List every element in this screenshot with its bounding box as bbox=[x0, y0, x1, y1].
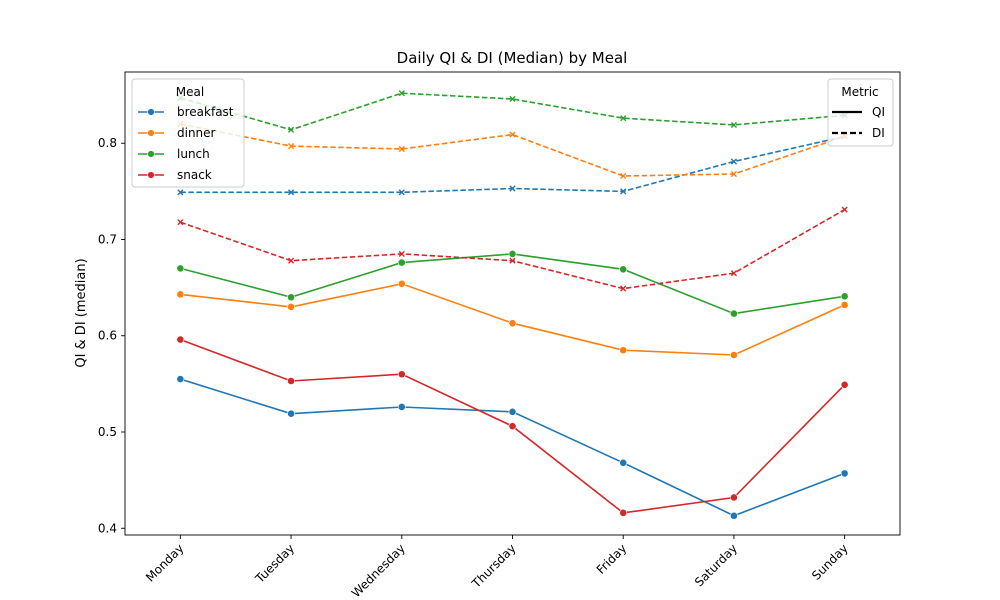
snack-qi-point bbox=[287, 377, 295, 385]
dinner-qi-point bbox=[508, 319, 517, 328]
snack-qi-point bbox=[619, 508, 628, 517]
legend-metric-label-qi: QI bbox=[872, 105, 885, 119]
lunch-qi-point bbox=[176, 264, 185, 273]
dinner-di-point bbox=[620, 172, 627, 180]
lunch-di-point bbox=[287, 126, 295, 133]
breakfast-qi-point bbox=[176, 375, 185, 383]
legend-label-lunch: lunch bbox=[177, 147, 210, 161]
dinner-qi-point bbox=[176, 290, 185, 299]
legend-meal: Meal breakfast dinner lunch snack bbox=[131, 78, 245, 188]
breakfast-di-point bbox=[620, 188, 627, 195]
y-tick-label: 0.7 bbox=[98, 232, 117, 246]
dinner-di-point bbox=[287, 143, 295, 150]
snack-qi-point bbox=[508, 422, 517, 431]
snack-di-point bbox=[398, 250, 405, 258]
snack-di-point bbox=[620, 285, 627, 292]
y-tick-label: 0.5 bbox=[98, 425, 117, 439]
legend-label-snack: snack bbox=[177, 168, 212, 182]
legend-marker-snack bbox=[147, 171, 155, 179]
lunch-qi-point bbox=[619, 265, 628, 274]
lunch-di-point bbox=[398, 90, 405, 97]
lunch-qi-point bbox=[840, 292, 849, 301]
snack-di-point bbox=[509, 257, 516, 264]
series-breakfast bbox=[176, 133, 849, 520]
dinner-di-point bbox=[398, 145, 405, 153]
legend-meal-title: Meal bbox=[176, 85, 204, 99]
breakfast-qi-point bbox=[397, 403, 406, 411]
lunch-di-point bbox=[730, 121, 738, 129]
breakfast-di-point bbox=[509, 185, 516, 192]
legend-marker-dinner bbox=[147, 129, 155, 137]
chart-title: Daily QI & DI (Median) by Meal bbox=[397, 49, 628, 67]
breakfast-qi-point bbox=[730, 511, 738, 520]
dinner-qi-point bbox=[397, 279, 406, 288]
legend-meal-box bbox=[131, 78, 245, 188]
legend-label-breakfast: breakfast bbox=[177, 105, 234, 119]
lunch-qi-point bbox=[730, 309, 738, 318]
breakfast-di-point bbox=[287, 189, 295, 196]
lunch-qi-point bbox=[397, 258, 406, 267]
y-tick-label: 0.6 bbox=[98, 329, 117, 343]
y-axis-label: QI & DI (median) bbox=[74, 258, 89, 367]
snack-qi-point bbox=[397, 370, 406, 379]
series-dinner bbox=[176, 120, 849, 359]
dinner-qi-point bbox=[619, 346, 628, 355]
lunch-di-point bbox=[620, 115, 627, 122]
snack-di-point bbox=[841, 206, 848, 213]
legend-metric-title: Metric bbox=[841, 85, 878, 99]
dinner-qi-point bbox=[287, 302, 295, 311]
breakfast-di-point bbox=[177, 189, 184, 196]
dinner-di-point bbox=[730, 170, 738, 178]
lunch-qi-point bbox=[508, 250, 517, 258]
legends: Meal breakfast dinner lunch snack Metric QI DI bbox=[131, 78, 894, 188]
legend-marker-breakfast bbox=[147, 108, 155, 116]
snack-di-point bbox=[730, 270, 738, 277]
legend-metric: Metric QI DI bbox=[827, 78, 894, 147]
lunch-di-point bbox=[509, 95, 516, 103]
y-tick-label: 0.4 bbox=[98, 521, 117, 535]
snack-qi-point bbox=[840, 380, 849, 389]
y-tick-label: 0.8 bbox=[98, 136, 117, 150]
breakfast-qi-point bbox=[619, 458, 628, 467]
legend-marker-lunch bbox=[147, 150, 155, 158]
legend-label-dinner: dinner bbox=[177, 126, 216, 140]
breakfast-qi-point bbox=[840, 469, 849, 478]
snack-qi-point bbox=[730, 493, 738, 502]
breakfast-qi-point bbox=[287, 409, 295, 418]
legend-metric-label-di: DI bbox=[872, 126, 885, 140]
snack-qi-point bbox=[176, 335, 185, 344]
series-lunch bbox=[176, 90, 849, 318]
breakfast-di-point bbox=[730, 158, 738, 165]
dinner-di-point bbox=[509, 131, 516, 138]
series-snack bbox=[176, 206, 849, 517]
breakfast-qi-point bbox=[508, 407, 517, 416]
lunch-qi-point bbox=[287, 293, 295, 302]
dinner-qi-point bbox=[840, 301, 849, 309]
breakfast-di-point bbox=[398, 189, 405, 196]
snack-di-point bbox=[287, 257, 295, 264]
dinner-qi-point bbox=[730, 351, 738, 359]
snack-di-point bbox=[177, 219, 184, 226]
